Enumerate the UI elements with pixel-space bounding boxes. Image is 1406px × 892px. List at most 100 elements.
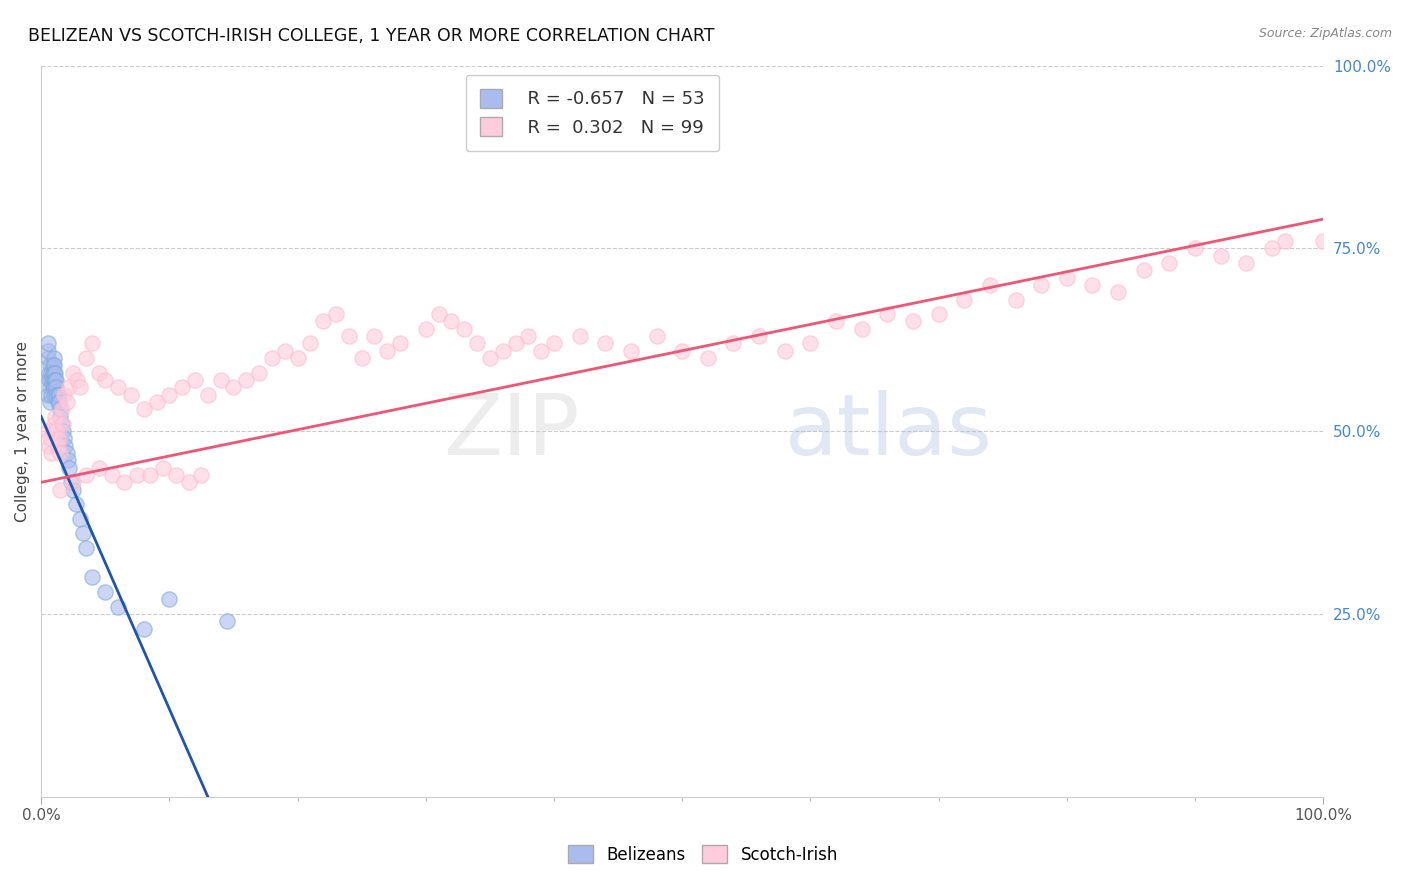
Point — [46, 387, 69, 401]
Point — [415, 322, 437, 336]
Point — [184, 373, 207, 387]
Point — [45, 380, 67, 394]
Point — [44, 409, 66, 424]
Point — [1132, 263, 1154, 277]
Point — [440, 314, 463, 328]
Point — [165, 468, 187, 483]
Point — [260, 351, 283, 365]
Point — [41, 446, 63, 460]
Point — [145, 395, 167, 409]
Point — [75, 351, 97, 365]
Point — [799, 336, 821, 351]
Point — [127, 468, 149, 483]
Point — [1081, 277, 1104, 292]
Point — [773, 343, 796, 358]
Point — [58, 460, 80, 475]
Point — [517, 329, 540, 343]
Y-axis label: College, 1 year or more: College, 1 year or more — [15, 341, 30, 522]
Point — [38, 366, 60, 380]
Point — [45, 387, 67, 401]
Point — [132, 402, 155, 417]
Point — [157, 592, 180, 607]
Point — [492, 343, 515, 358]
Point — [1056, 270, 1078, 285]
Point — [62, 483, 84, 497]
Point — [1312, 234, 1334, 248]
Point — [87, 460, 110, 475]
Point — [41, 366, 63, 380]
Point — [52, 424, 75, 438]
Point — [37, 343, 59, 358]
Point — [1184, 241, 1206, 255]
Point — [42, 417, 65, 431]
Point — [94, 585, 117, 599]
Point — [825, 314, 848, 328]
Point — [55, 446, 77, 460]
Point — [748, 329, 770, 343]
Point — [247, 366, 270, 380]
Point — [645, 329, 668, 343]
Point — [107, 380, 129, 394]
Point — [139, 468, 162, 483]
Point — [53, 432, 76, 446]
Point — [53, 387, 76, 401]
Point — [46, 395, 69, 409]
Point — [38, 373, 60, 387]
Point — [671, 343, 693, 358]
Point — [46, 439, 69, 453]
Text: ZIP: ZIP — [443, 390, 579, 473]
Point — [37, 424, 59, 438]
Point — [51, 417, 73, 431]
Point — [465, 336, 488, 351]
Point — [41, 373, 63, 387]
Point — [1004, 293, 1026, 307]
Point — [953, 293, 976, 307]
Point — [44, 373, 66, 387]
Point — [157, 387, 180, 401]
Point — [190, 468, 212, 483]
Point — [427, 307, 450, 321]
Point — [45, 373, 67, 387]
Point — [41, 359, 63, 373]
Point — [287, 351, 309, 365]
Point — [375, 343, 398, 358]
Point — [107, 599, 129, 614]
Point — [593, 336, 616, 351]
Point — [75, 468, 97, 483]
Point — [52, 417, 75, 431]
Point — [312, 314, 335, 328]
Point — [37, 387, 59, 401]
Point — [41, 424, 63, 438]
Point — [59, 475, 82, 490]
Point — [39, 359, 62, 373]
Point — [72, 526, 94, 541]
Legend: Belizeans, Scotch-Irish: Belizeans, Scotch-Irish — [561, 838, 845, 871]
Point — [41, 380, 63, 394]
Point — [543, 336, 565, 351]
Point — [1274, 234, 1296, 248]
Point — [42, 359, 65, 373]
Point — [152, 460, 174, 475]
Point — [337, 329, 360, 343]
Text: Source: ZipAtlas.com: Source: ZipAtlas.com — [1258, 27, 1392, 40]
Point — [56, 453, 79, 467]
Point — [696, 351, 718, 365]
Point — [274, 343, 297, 358]
Point — [48, 387, 70, 401]
Point — [38, 439, 60, 453]
Point — [45, 424, 67, 438]
Point — [1031, 277, 1053, 292]
Point — [37, 351, 59, 365]
Point — [177, 475, 200, 490]
Point — [568, 329, 591, 343]
Point — [389, 336, 412, 351]
Point — [49, 409, 72, 424]
Point — [363, 329, 385, 343]
Point — [1209, 249, 1232, 263]
Point — [55, 439, 77, 453]
Point — [215, 614, 238, 628]
Point — [55, 395, 77, 409]
Point — [209, 373, 232, 387]
Point — [48, 432, 70, 446]
Point — [1159, 256, 1181, 270]
